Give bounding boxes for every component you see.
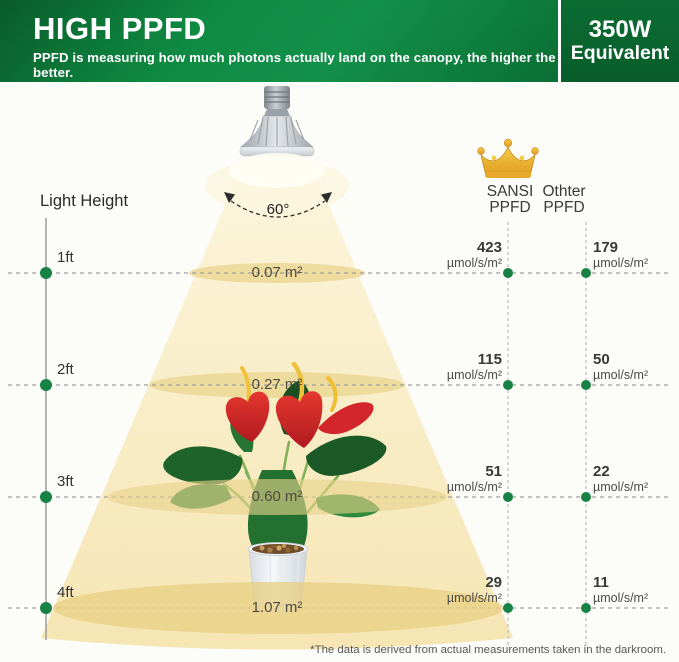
area-label-1ft: 0.07 m² — [251, 264, 303, 281]
footnote: *The data is derived from actual measure… — [310, 644, 666, 656]
height-label-1ft: 1ft — [57, 249, 74, 266]
grow-light-bulb — [237, 86, 317, 179]
column-header-sansi: SANSI PPFD — [486, 183, 534, 216]
sansi-value-1ft: 423 µmol/s/m² — [446, 239, 502, 271]
sansi-value-3ft: 51 µmol/s/m² — [446, 463, 502, 495]
wattage-value: 350W — [588, 16, 652, 43]
page-subtitle: PPFD is measuring how much photons actua… — [33, 50, 556, 80]
light-height-axis-label: Light Height — [40, 192, 129, 210]
area-label-2ft: 0.27 m² — [251, 376, 303, 393]
coverage-ellipses-upper — [149, 263, 405, 398]
wattage-label: Equivalent — [570, 42, 670, 64]
coverage-ellipse-1ft — [189, 263, 365, 283]
beam-angle-label: 60° — [266, 201, 290, 218]
sansi-value-4ft: 29 µmol/s/m² — [446, 574, 502, 606]
beam-angle-arc — [224, 192, 332, 218]
height-label-4ft: 4ft — [57, 584, 74, 601]
wattage-badge: 350W Equivalent — [558, 0, 679, 82]
height-label-3ft: 3ft — [57, 473, 74, 490]
other-value-2ft: 50 µmol/s/m² — [593, 351, 649, 383]
page-title: HIGH PPFD — [33, 11, 207, 46]
sansi-value-2ft: 115 µmol/s/m² — [446, 351, 502, 383]
other-value-1ft: 179 µmol/s/m² — [593, 239, 649, 271]
height-label-2ft: 2ft — [57, 361, 74, 378]
area-label-3ft: 0.60 m² — [251, 488, 303, 505]
header-main: HIGH PPFD PPFD is measuring how much pho… — [0, 0, 558, 82]
coverage-ellipse-4ft — [53, 582, 503, 634]
other-value-4ft: 11 µmol/s/m² — [593, 574, 649, 606]
header-banner: HIGH PPFD PPFD is measuring how much pho… — [0, 0, 679, 82]
column-header-other: Othter PPFD — [542, 183, 586, 216]
height-marker-dots — [40, 267, 591, 614]
coverage-ellipse-2ft — [149, 372, 405, 398]
coverage-ellipses-lower — [53, 479, 503, 634]
coverage-ellipse-3ft — [107, 479, 447, 515]
crown-icon — [477, 138, 539, 178]
area-label-4ft: 1.07 m² — [251, 599, 303, 616]
other-value-3ft: 22 µmol/s/m² — [593, 463, 649, 495]
